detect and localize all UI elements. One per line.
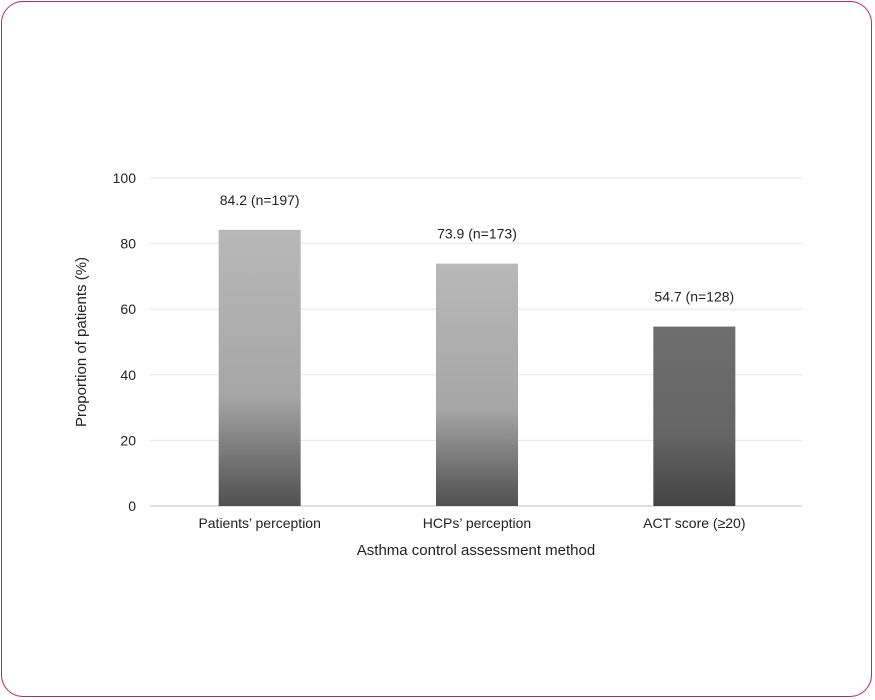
- bar: [218, 229, 301, 506]
- y-tick-label: 20: [120, 432, 136, 448]
- y-tick-label: 0: [128, 498, 136, 514]
- bar-data-label: 73.9 (n=173): [437, 226, 517, 242]
- bar-data-label: 84.2 (n=197): [220, 192, 300, 208]
- bars: [218, 229, 736, 506]
- labels: 0 20 40 60 80 100 84.2 (n=197) Patients’ percep…: [113, 170, 746, 531]
- x-tick-label: ACT score (≥20): [643, 515, 745, 531]
- y-tick-label: 60: [120, 301, 136, 317]
- y-axis-title: Proportion of patients (%): [73, 257, 90, 427]
- bar-data-label: 54.7 (n=128): [654, 289, 734, 305]
- x-tick-label: HCPs’ perception: [423, 515, 531, 531]
- y-tick-label: 100: [113, 170, 137, 186]
- bar: [653, 326, 736, 506]
- bar: [436, 263, 518, 506]
- y-tick-label: 80: [120, 236, 136, 252]
- x-axis-title: Asthma control assessment method: [357, 542, 595, 559]
- x-tick-label: Patients’ perception: [198, 515, 320, 531]
- y-tick-label: 40: [120, 367, 136, 383]
